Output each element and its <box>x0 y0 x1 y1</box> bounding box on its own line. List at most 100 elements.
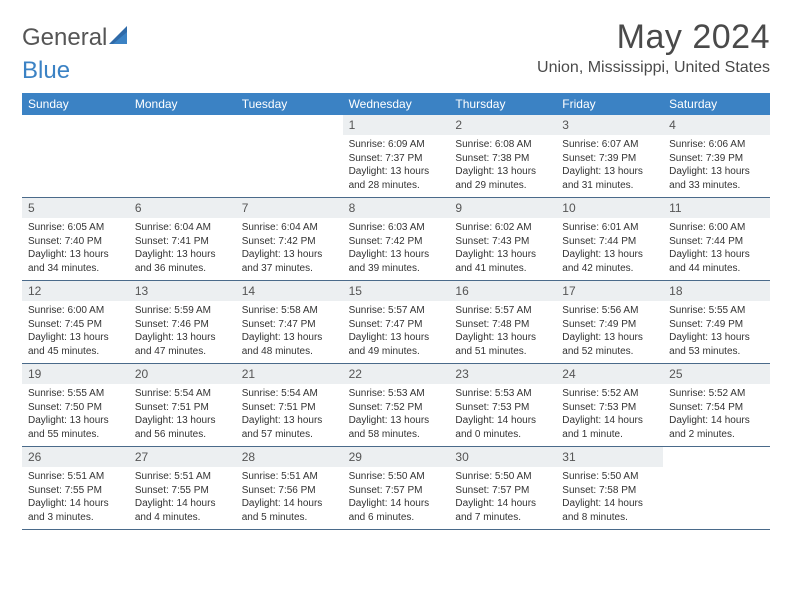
day-body: Sunrise: 5:54 AMSunset: 7:51 PMDaylight:… <box>129 386 236 445</box>
day-cell: 11Sunrise: 6:00 AMSunset: 7:44 PMDayligh… <box>663 198 770 280</box>
sunrise-text: Sunrise: 5:55 AM <box>669 304 764 318</box>
day-body: Sunrise: 5:51 AMSunset: 7:55 PMDaylight:… <box>22 469 129 528</box>
daylight-text: and 48 minutes. <box>242 345 337 359</box>
daylight-text: and 45 minutes. <box>28 345 123 359</box>
day-cell-empty <box>236 115 343 197</box>
sunset-text: Sunset: 7:42 PM <box>242 235 337 249</box>
sunset-text: Sunset: 7:40 PM <box>28 235 123 249</box>
sunset-text: Sunset: 7:58 PM <box>562 484 657 498</box>
daylight-text: Daylight: 13 hours <box>242 414 337 428</box>
day-cell-empty <box>22 115 129 197</box>
sunset-text: Sunset: 7:42 PM <box>349 235 444 249</box>
daylight-text: and 29 minutes. <box>455 179 550 193</box>
day-number: 15 <box>343 281 450 301</box>
sunrise-text: Sunrise: 6:05 AM <box>28 221 123 235</box>
day-number: 2 <box>449 115 556 135</box>
day-number: 19 <box>22 364 129 384</box>
daylight-text: and 42 minutes. <box>562 262 657 276</box>
sunrise-text: Sunrise: 6:09 AM <box>349 138 444 152</box>
day-number: 8 <box>343 198 450 218</box>
daylight-text: and 57 minutes. <box>242 428 337 442</box>
day-cell: 13Sunrise: 5:59 AMSunset: 7:46 PMDayligh… <box>129 281 236 363</box>
sunset-text: Sunset: 7:49 PM <box>669 318 764 332</box>
day-body: Sunrise: 5:51 AMSunset: 7:56 PMDaylight:… <box>236 469 343 528</box>
sunset-text: Sunset: 7:55 PM <box>135 484 230 498</box>
day-cell: 5Sunrise: 6:05 AMSunset: 7:40 PMDaylight… <box>22 198 129 280</box>
day-cell: 21Sunrise: 5:54 AMSunset: 7:51 PMDayligh… <box>236 364 343 446</box>
calendar: SundayMondayTuesdayWednesdayThursdayFrid… <box>22 93 770 530</box>
daylight-text: Daylight: 13 hours <box>242 331 337 345</box>
daylight-text: and 47 minutes. <box>135 345 230 359</box>
daylight-text: and 41 minutes. <box>455 262 550 276</box>
daylight-text: and 56 minutes. <box>135 428 230 442</box>
daylight-text: Daylight: 13 hours <box>455 165 550 179</box>
logo-text-blue: Blue <box>22 57 70 85</box>
day-number: 18 <box>663 281 770 301</box>
daylight-text: Daylight: 13 hours <box>135 331 230 345</box>
daylight-text: Daylight: 13 hours <box>349 331 444 345</box>
dow-sunday: Sunday <box>22 93 129 115</box>
daylight-text: and 36 minutes. <box>135 262 230 276</box>
daylight-text: and 33 minutes. <box>669 179 764 193</box>
day-number: 5 <box>22 198 129 218</box>
day-cell: 24Sunrise: 5:52 AMSunset: 7:53 PMDayligh… <box>556 364 663 446</box>
day-body: Sunrise: 6:01 AMSunset: 7:44 PMDaylight:… <box>556 220 663 279</box>
logo: General <box>22 24 131 52</box>
day-body: Sunrise: 5:52 AMSunset: 7:54 PMDaylight:… <box>663 386 770 445</box>
daylight-text: Daylight: 14 hours <box>562 497 657 511</box>
sunset-text: Sunset: 7:48 PM <box>455 318 550 332</box>
sunset-text: Sunset: 7:44 PM <box>562 235 657 249</box>
sunset-text: Sunset: 7:53 PM <box>562 401 657 415</box>
daylight-text: Daylight: 13 hours <box>562 331 657 345</box>
sunrise-text: Sunrise: 6:02 AM <box>455 221 550 235</box>
daylight-text: Daylight: 13 hours <box>28 248 123 262</box>
day-cell-empty <box>129 115 236 197</box>
day-number: 7 <box>236 198 343 218</box>
day-number: 9 <box>449 198 556 218</box>
day-body: Sunrise: 5:58 AMSunset: 7:47 PMDaylight:… <box>236 303 343 362</box>
day-number: 13 <box>129 281 236 301</box>
dow-tuesday: Tuesday <box>236 93 343 115</box>
daylight-text: Daylight: 13 hours <box>349 165 444 179</box>
daylight-text: and 28 minutes. <box>349 179 444 193</box>
day-number: 16 <box>449 281 556 301</box>
day-body: Sunrise: 5:53 AMSunset: 7:53 PMDaylight:… <box>449 386 556 445</box>
daylight-text: Daylight: 13 hours <box>455 248 550 262</box>
day-cell: 16Sunrise: 5:57 AMSunset: 7:48 PMDayligh… <box>449 281 556 363</box>
dow-saturday: Saturday <box>663 93 770 115</box>
logo-sail-icon <box>109 26 131 46</box>
sunset-text: Sunset: 7:52 PM <box>349 401 444 415</box>
day-number: 10 <box>556 198 663 218</box>
sunrise-text: Sunrise: 5:53 AM <box>349 387 444 401</box>
day-cell: 25Sunrise: 5:52 AMSunset: 7:54 PMDayligh… <box>663 364 770 446</box>
sunset-text: Sunset: 7:39 PM <box>562 152 657 166</box>
title-block: May 2024 Union, Mississippi, United Stat… <box>537 18 770 77</box>
sunrise-text: Sunrise: 5:50 AM <box>455 470 550 484</box>
daylight-text: and 31 minutes. <box>562 179 657 193</box>
day-cell: 1Sunrise: 6:09 AMSunset: 7:37 PMDaylight… <box>343 115 450 197</box>
day-cell: 30Sunrise: 5:50 AMSunset: 7:57 PMDayligh… <box>449 447 556 529</box>
daylight-text: Daylight: 14 hours <box>28 497 123 511</box>
day-body: Sunrise: 5:54 AMSunset: 7:51 PMDaylight:… <box>236 386 343 445</box>
sunset-text: Sunset: 7:47 PM <box>242 318 337 332</box>
day-cell: 9Sunrise: 6:02 AMSunset: 7:43 PMDaylight… <box>449 198 556 280</box>
sunset-text: Sunset: 7:45 PM <box>28 318 123 332</box>
day-body: Sunrise: 6:05 AMSunset: 7:40 PMDaylight:… <box>22 220 129 279</box>
daylight-text: and 44 minutes. <box>669 262 764 276</box>
dow-thursday: Thursday <box>449 93 556 115</box>
day-number: 4 <box>663 115 770 135</box>
sunrise-text: Sunrise: 5:51 AM <box>135 470 230 484</box>
daylight-text: Daylight: 13 hours <box>349 248 444 262</box>
day-body: Sunrise: 5:55 AMSunset: 7:50 PMDaylight:… <box>22 386 129 445</box>
day-cell: 20Sunrise: 5:54 AMSunset: 7:51 PMDayligh… <box>129 364 236 446</box>
sunrise-text: Sunrise: 6:07 AM <box>562 138 657 152</box>
daylight-text: Daylight: 13 hours <box>349 414 444 428</box>
sunset-text: Sunset: 7:51 PM <box>135 401 230 415</box>
day-body: Sunrise: 5:59 AMSunset: 7:46 PMDaylight:… <box>129 303 236 362</box>
daylight-text: and 3 minutes. <box>28 511 123 525</box>
day-body: Sunrise: 6:04 AMSunset: 7:41 PMDaylight:… <box>129 220 236 279</box>
daylight-text: and 58 minutes. <box>349 428 444 442</box>
sunset-text: Sunset: 7:53 PM <box>455 401 550 415</box>
day-body: Sunrise: 6:09 AMSunset: 7:37 PMDaylight:… <box>343 137 450 196</box>
day-body: Sunrise: 6:04 AMSunset: 7:42 PMDaylight:… <box>236 220 343 279</box>
